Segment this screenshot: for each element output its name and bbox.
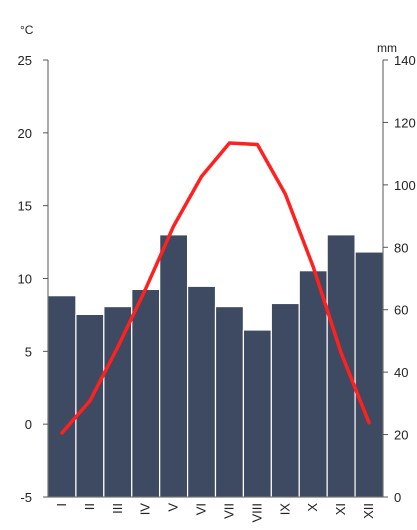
precipitation-bar bbox=[298, 270, 328, 498]
x-tick-label: VIII bbox=[249, 503, 264, 523]
right-tick-label: 40 bbox=[394, 365, 408, 380]
temperature-line bbox=[60, 141, 371, 435]
precipitation-bar bbox=[354, 251, 384, 498]
precipitation-bars bbox=[47, 234, 384, 498]
left-axis-ticks: -5 0 5 10 15 20 25 bbox=[18, 53, 48, 505]
right-tick-label: 140 bbox=[394, 53, 416, 68]
precipitation-bar bbox=[214, 305, 245, 498]
x-tick-label: VII bbox=[221, 503, 236, 519]
precipitation-bar bbox=[186, 285, 217, 498]
right-axis-ticks: 0 20 40 60 80 100 120 140 bbox=[383, 53, 416, 505]
right-tick-label: 60 bbox=[394, 303, 408, 318]
x-tick-label: VI bbox=[194, 503, 209, 515]
x-tick-label: V bbox=[166, 503, 181, 512]
left-tick-label: 5 bbox=[25, 344, 32, 359]
precipitation-bar bbox=[242, 329, 272, 498]
left-tick-label: 15 bbox=[18, 199, 32, 214]
x-axis-ticks: I II III IV V VI VII VIII IX X XI XII bbox=[54, 503, 376, 523]
precipitation-bar bbox=[326, 234, 356, 498]
precipitation-bar bbox=[75, 313, 105, 498]
left-tick-label: 20 bbox=[18, 126, 32, 141]
precipitation-bar bbox=[270, 302, 300, 498]
right-axis-unit: mm bbox=[377, 41, 397, 55]
right-tick-label: 80 bbox=[394, 240, 408, 255]
left-tick-label: 25 bbox=[18, 53, 32, 68]
left-tick-label: 0 bbox=[25, 417, 32, 432]
precipitation-bar bbox=[47, 295, 77, 498]
precipitation-bar bbox=[159, 234, 189, 498]
right-tick-label: 0 bbox=[394, 490, 401, 505]
temperature-series-line bbox=[60, 141, 371, 435]
left-tick-label: 10 bbox=[18, 272, 32, 287]
precipitation-bar bbox=[131, 288, 161, 498]
precipitation-bar bbox=[103, 305, 133, 498]
left-tick-label: -5 bbox=[20, 490, 32, 505]
x-tick-label: II bbox=[82, 503, 97, 510]
x-tick-label: IV bbox=[138, 503, 153, 516]
x-tick-label: X bbox=[305, 503, 320, 512]
left-axis-unit: °C bbox=[20, 23, 34, 37]
x-tick-label: I bbox=[54, 503, 69, 507]
x-tick-label: XI bbox=[333, 503, 348, 515]
x-tick-label: IX bbox=[277, 503, 292, 516]
right-tick-label: 100 bbox=[394, 178, 416, 193]
right-tick-label: 20 bbox=[394, 428, 408, 443]
x-tick-label: III bbox=[110, 503, 125, 514]
right-tick-label: 120 bbox=[394, 115, 416, 130]
x-tick-label: XII bbox=[361, 503, 376, 519]
